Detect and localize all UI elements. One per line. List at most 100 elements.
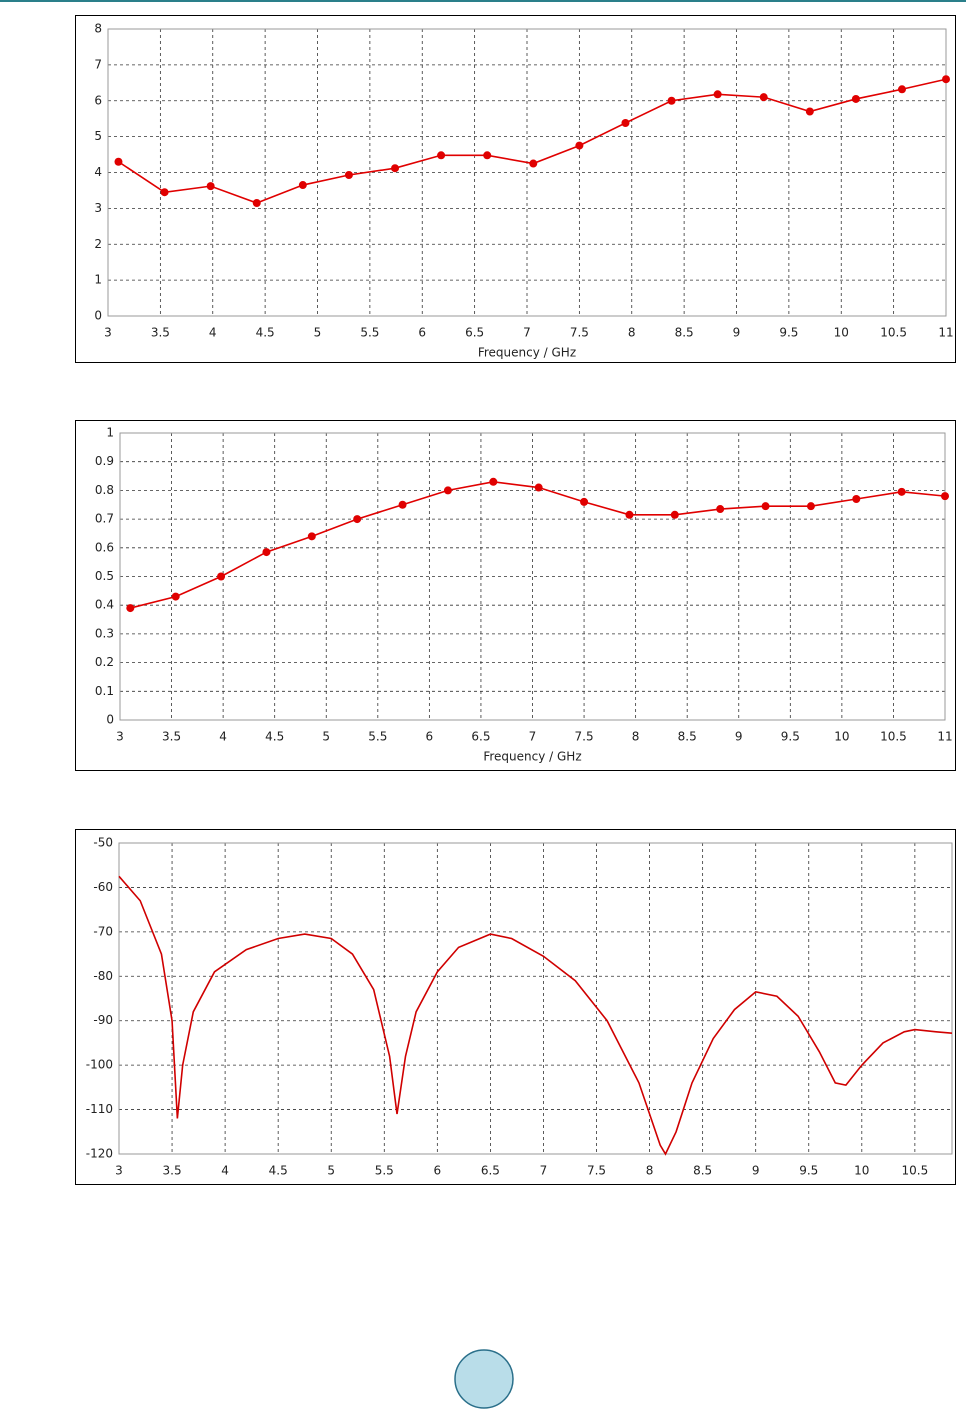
x-tick-label: 4.5 <box>269 1164 288 1178</box>
x-tick-label: 4 <box>219 730 227 744</box>
data-point <box>391 164 400 173</box>
x-tick-label: 9.5 <box>799 1164 818 1178</box>
x-tick-label: 10.5 <box>880 730 907 744</box>
data-point <box>126 604 135 613</box>
x-tick-label: 8 <box>632 730 640 744</box>
x-tick-label: 4.5 <box>265 730 284 744</box>
y-tick-label: -90 <box>93 1013 113 1027</box>
x-tick-label: 10.5 <box>902 1164 929 1178</box>
data-point <box>437 151 446 160</box>
x-tick-label: 6 <box>418 326 426 340</box>
y-tick-label: 0.1 <box>95 684 114 698</box>
data-point <box>716 505 725 514</box>
x-tick-label: 7.5 <box>587 1164 606 1178</box>
x-tick-label: 8.5 <box>675 326 694 340</box>
y-tick-label: 8 <box>94 22 102 36</box>
data-point <box>489 477 498 486</box>
x-tick-label: 9.5 <box>781 730 800 744</box>
y-tick-label: 0.4 <box>95 598 114 612</box>
y-tick-label: -100 <box>86 1058 113 1072</box>
data-point <box>670 510 679 519</box>
data-point <box>759 93 768 102</box>
data-point <box>483 151 492 160</box>
x-tick-label: 8 <box>646 1164 654 1178</box>
x-tick-label: 5.5 <box>375 1164 394 1178</box>
data-point <box>898 85 907 94</box>
x-tick-label: 5 <box>327 1164 335 1178</box>
data-point <box>529 159 538 168</box>
y-tick-label: 3 <box>94 201 102 215</box>
x-tick-label: 7.5 <box>575 730 594 744</box>
y-tick-label: 0.2 <box>95 655 114 669</box>
data-point <box>942 75 950 84</box>
data-line <box>118 875 953 1156</box>
chart-frame <box>75 829 956 1185</box>
data-point <box>667 96 676 105</box>
y-tick-label: 0.6 <box>95 540 114 554</box>
y-tick-label: 0 <box>106 713 114 727</box>
page-badge <box>454 1349 514 1409</box>
x-tick-label: 11 <box>937 730 952 744</box>
x-tick-label: 10 <box>854 1164 869 1178</box>
data-point <box>941 492 949 501</box>
y-tick-label: 0.3 <box>95 626 114 640</box>
x-tick-label: 7.5 <box>570 326 589 340</box>
data-point <box>262 548 271 557</box>
x-tick-label: 9.5 <box>779 326 798 340</box>
x-tick-label: 10 <box>834 730 849 744</box>
x-tick-label: 6.5 <box>471 730 490 744</box>
x-tick-label: 3.5 <box>151 326 170 340</box>
x-tick-label: 7 <box>540 1164 548 1178</box>
y-tick-label: -120 <box>86 1147 113 1161</box>
plot-border <box>118 842 953 1155</box>
x-tick-label: 6 <box>426 730 434 744</box>
x-tick-label: 4.5 <box>256 326 275 340</box>
x-tick-label: 7 <box>529 730 537 744</box>
x-tick-label: 11 <box>938 326 953 340</box>
x-tick-label: 3 <box>115 1164 123 1178</box>
y-tick-label: 0.8 <box>95 483 114 497</box>
data-point <box>217 572 226 581</box>
y-tick-label: 5 <box>94 129 102 143</box>
data-point <box>897 487 906 496</box>
data-point <box>580 497 589 506</box>
data-point <box>114 157 123 166</box>
x-tick-label: 6.5 <box>465 326 484 340</box>
y-tick-label: -80 <box>93 969 113 983</box>
data-point <box>805 107 814 116</box>
y-tick-label: -110 <box>86 1102 113 1116</box>
x-tick-label: 10 <box>834 326 849 340</box>
x-tick-label: 4 <box>221 1164 229 1178</box>
x-tick-label: 8 <box>628 326 636 340</box>
data-point <box>761 502 770 511</box>
plot-border <box>107 28 947 317</box>
x-tick-label: 6 <box>434 1164 442 1178</box>
x-tick-label: 7 <box>523 326 531 340</box>
y-tick-label: 7 <box>94 57 102 71</box>
chart-frame <box>75 15 956 363</box>
x-tick-label: 5.5 <box>368 730 387 744</box>
x-tick-label: 9 <box>735 730 743 744</box>
data-point <box>621 118 630 127</box>
data-point <box>806 502 815 511</box>
plot-area <box>118 842 953 1155</box>
data-point <box>575 141 584 150</box>
plot-border <box>119 432 946 721</box>
y-tick-label: 1 <box>106 426 114 440</box>
data-point <box>852 495 861 504</box>
x-tick-label: 8.5 <box>678 730 697 744</box>
data-point <box>160 188 169 197</box>
y-tick-label: 0 <box>94 309 102 323</box>
x-axis-label: Frequency / GHz <box>483 750 581 764</box>
x-tick-label: 9 <box>752 1164 760 1178</box>
x-tick-label: 5 <box>314 326 322 340</box>
x-tick-label: 6.5 <box>481 1164 500 1178</box>
x-tick-label: 3 <box>116 730 124 744</box>
data-point <box>625 510 634 519</box>
data-point <box>443 486 452 495</box>
data-point <box>851 94 860 103</box>
x-tick-label: 3 <box>104 326 112 340</box>
x-tick-label: 4 <box>209 326 217 340</box>
x-tick-label: 10.5 <box>880 326 907 340</box>
